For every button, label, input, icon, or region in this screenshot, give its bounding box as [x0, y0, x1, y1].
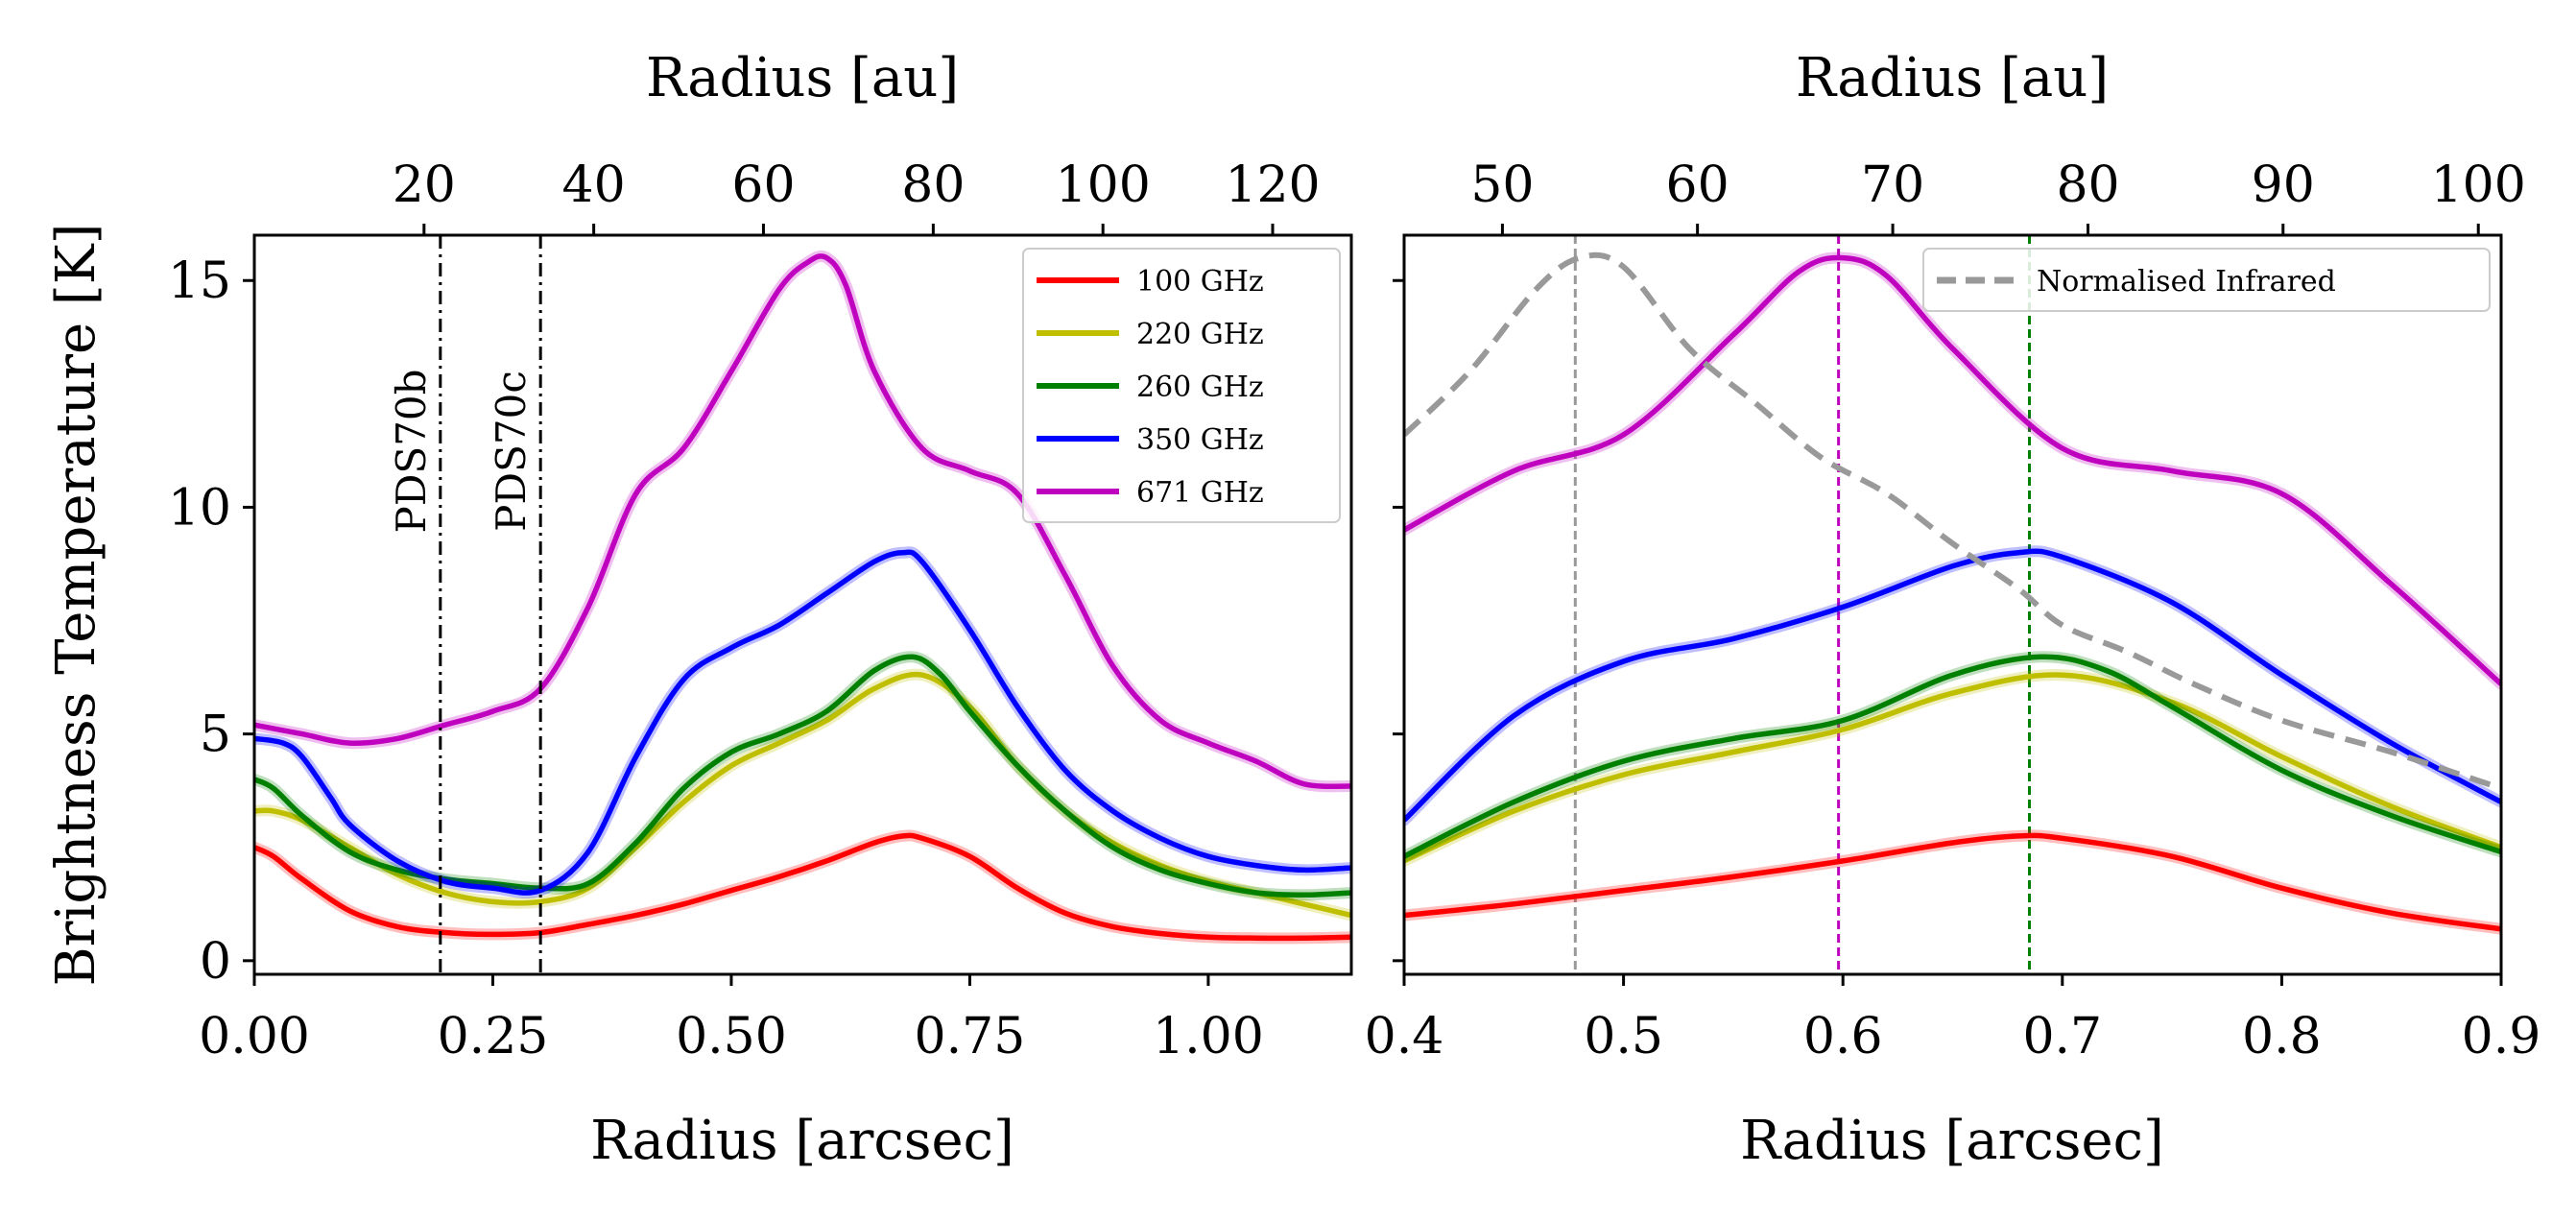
left-x-tick-label: 0.00 — [199, 1008, 310, 1065]
left-x-tick-label: 0.50 — [676, 1008, 787, 1065]
left-x-tick-label: 0.75 — [915, 1008, 1026, 1065]
left-legend-label-100-ghz: 100 GHz — [1136, 265, 1264, 299]
left-legend-label-260-ghz: 260 GHz — [1136, 371, 1264, 404]
right-series-4-line-uncertainty — [1404, 251, 2501, 690]
planet-label-pds70b: PDS70b — [388, 369, 435, 533]
left-top-tick-label: 80 — [901, 156, 965, 214]
right-top-tick-label: 100 — [2431, 156, 2526, 214]
right-series-4-line — [1404, 254, 2501, 686]
right-series-0-line-uncertainty — [1404, 829, 2501, 935]
left-y-tick-label: 10 — [168, 479, 231, 537]
right-legend-box — [1922, 248, 2491, 312]
left-legend: 100 GHz 220 GHz 260 GHz 350 GHz 671 GHz — [1022, 248, 1341, 523]
left-x-tick-label: 1.00 — [1153, 1008, 1264, 1065]
right-x-tick-label: 0.4 — [1365, 1008, 1444, 1065]
right-legend: Normalised Infrared — [1922, 248, 2491, 312]
left-top-tick-label: 100 — [1056, 156, 1151, 214]
right-top-tick-label: 60 — [1666, 156, 1729, 214]
right-series-1-line — [1404, 672, 2501, 864]
left-panel: PDS70b PDS70c 0.00 0.25 0.50 0.75 1.00 20 40 60 8… — [45, 47, 1353, 1172]
planet-label-pds70c: PDS70c — [488, 371, 535, 532]
left-top-tick-label: 40 — [562, 156, 626, 214]
right-x-tick-label: 0.7 — [2022, 1008, 2102, 1065]
left-y-tick-label: 5 — [200, 706, 231, 764]
right-series-2-line — [1404, 654, 2501, 859]
left-legend-box — [1022, 248, 1341, 523]
right-top-axis-label: Radius [au] — [1796, 47, 2109, 109]
right-x-tick-label: 0.9 — [2462, 1008, 2541, 1065]
right-top-tick-label: 50 — [1470, 156, 1534, 214]
left-top-tick-label: 120 — [1225, 156, 1320, 214]
left-top-axis-label: Radius [au] — [646, 47, 959, 109]
left-671-ghz-line — [254, 253, 1351, 790]
left-y-tick-label: 0 — [200, 933, 231, 991]
right-x-tick-label: 0.6 — [1803, 1008, 1883, 1065]
right-plot-frame — [1402, 233, 2503, 976]
right-top-tick-label: 70 — [1861, 156, 1924, 214]
left-260-ghz-line-uncertainty — [254, 651, 1351, 901]
right-panel: 0.4 0.5 0.6 0.7 0.8 0.9 50 60 70 80 90 100 Radius [… — [1365, 47, 2541, 1172]
left-top-tick-label: 20 — [393, 156, 456, 214]
y-axis-label: Brightness Temperature [K] — [45, 224, 107, 987]
left-legend-label-220-ghz: 220 GHz — [1136, 318, 1264, 351]
right-top-tick-label: 90 — [2252, 156, 2315, 214]
right-series-0-line — [1404, 832, 2501, 932]
right-top-tick-label: 80 — [2056, 156, 2119, 214]
right-normalised-infrared-line — [1404, 251, 2501, 792]
left-220-ghz-line — [254, 671, 1351, 919]
right-x-tick-label: 0.5 — [1584, 1008, 1663, 1065]
left-plot-frame — [252, 233, 1353, 976]
right-x-axis-label: Radius [arcsec] — [1740, 1110, 2164, 1172]
left-legend-label-671-ghz: 671 GHz — [1136, 476, 1264, 510]
left-top-tick-label: 60 — [731, 156, 795, 214]
left-x-axis-label: Radius [arcsec] — [590, 1110, 1014, 1172]
left-350-ghz-line — [254, 549, 1351, 896]
right-x-tick-label: 0.8 — [2242, 1008, 2322, 1065]
right-legend-label-normalised-infrared: Normalised Infrared — [2037, 265, 2336, 299]
left-legend-label-350-ghz: 350 GHz — [1136, 423, 1264, 457]
left-100-ghz-line — [254, 832, 1351, 942]
left-x-tick-label: 0.25 — [438, 1008, 549, 1065]
left-y-tick-label: 15 — [168, 252, 231, 310]
left-260-ghz-line — [254, 654, 1351, 898]
right-series-1-line-uncertainty — [1404, 669, 2501, 867]
